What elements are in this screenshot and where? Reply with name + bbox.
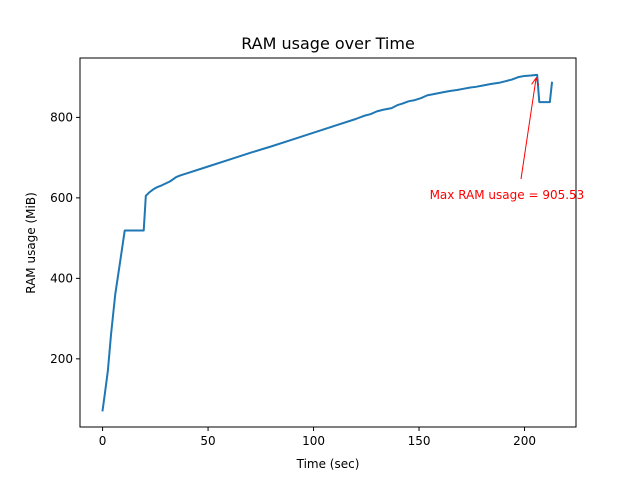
- annotation-arrow-line: [520, 77, 537, 180]
- series-line-0: [101, 73, 554, 412]
- x-tick-label: 50: [200, 434, 215, 448]
- annotation-arrow-head: [531, 76, 540, 86]
- x-tick-label: 0: [99, 434, 107, 448]
- y-tick-label: 400: [50, 271, 73, 285]
- y-axis-label: RAM usage (MiB): [24, 192, 38, 294]
- y-tick-label: 600: [50, 191, 73, 205]
- x-tick-label: 200: [513, 434, 536, 448]
- x-tick-label: 100: [302, 434, 325, 448]
- annotation: Max RAM usage = 905.53: [430, 76, 585, 202]
- y-axis-ticks: 200 400 600 800: [50, 110, 80, 366]
- x-axis-label: Time (sec): [296, 457, 360, 471]
- axes-frame: [79, 57, 577, 428]
- y-tick-label: 200: [50, 352, 73, 366]
- y-tick-label: 800: [50, 110, 73, 124]
- plot-area: [101, 73, 554, 412]
- annotation-text: Max RAM usage = 905.53: [430, 188, 585, 202]
- x-tick-label: 150: [408, 434, 431, 448]
- x-axis-ticks: 0 50 100 150 200: [99, 427, 536, 448]
- chart-title: RAM usage over Time: [241, 34, 415, 53]
